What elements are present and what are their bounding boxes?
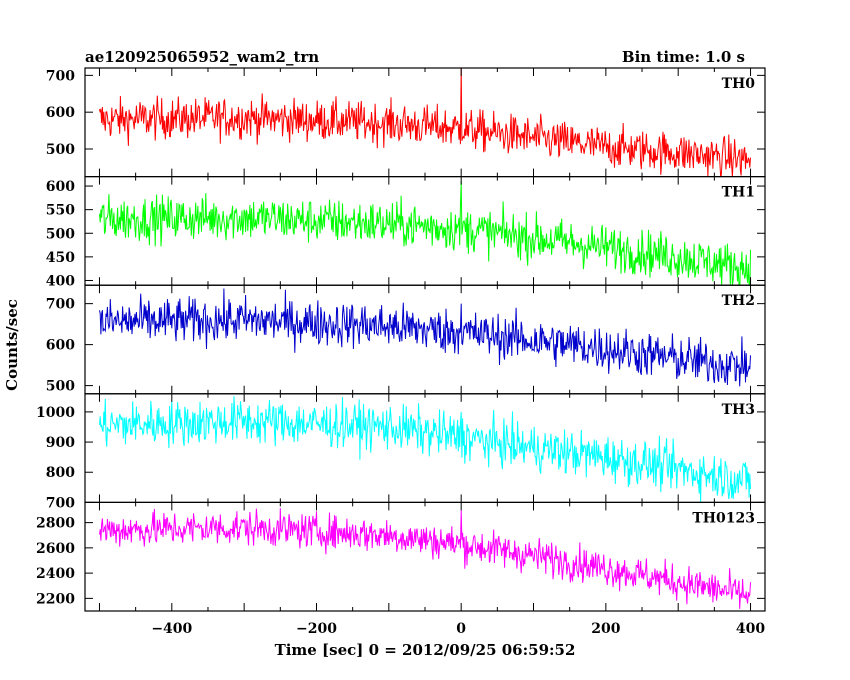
panel-frame-th1 <box>84 176 766 286</box>
y-tick-label: 600 <box>46 338 75 354</box>
y-tick-label: 400 <box>46 273 75 289</box>
x-tick-label: 200 <box>591 621 620 637</box>
y-tick-label: 500 <box>46 226 75 242</box>
y-tick-label: 700 <box>46 495 75 511</box>
panel-frame-th2 <box>84 284 766 395</box>
panel-frame-th0123 <box>84 501 766 612</box>
bin-time-label: Bin time: 1.0 s <box>622 48 745 66</box>
series-line-th2 <box>99 288 751 387</box>
y-tick-label: 450 <box>46 250 75 266</box>
x-tick-label: 0 <box>456 621 466 637</box>
series-line-th3 <box>99 396 751 503</box>
x-tick-label: −200 <box>296 621 337 637</box>
y-tick-label: 2600 <box>36 541 75 557</box>
y-tick-label: 900 <box>46 435 75 451</box>
y-tick-label: 2800 <box>36 516 75 532</box>
series-line-th1 <box>99 181 751 286</box>
y-tick-label: 700 <box>46 68 75 84</box>
panel-label-th3: TH3 <box>722 402 755 418</box>
panel-label-th0123: TH0123 <box>692 510 755 526</box>
panels-group: TH0 500 600 700 TH1 400 450 500 550 600 TH2 500 600 7… <box>36 67 766 637</box>
y-tick-label: 550 <box>46 203 75 219</box>
y-tick-label: 500 <box>46 379 75 395</box>
x-tick-label: 400 <box>736 621 765 637</box>
panel-frame-th3 <box>84 393 766 503</box>
panel-label-th0: TH0 <box>722 76 756 92</box>
y-axis-label: Counts/sec <box>3 299 21 391</box>
x-tick-label: −400 <box>151 621 192 637</box>
y-tick-label: 600 <box>46 179 75 195</box>
chart-title: ae120925065952_wam2_trn <box>85 48 319 66</box>
y-tick-label: 800 <box>46 465 75 481</box>
panel-label-th1: TH1 <box>722 185 755 201</box>
series-line-th0 <box>99 68 751 177</box>
y-tick-label: 2400 <box>36 566 75 582</box>
y-tick-label: 700 <box>46 297 75 313</box>
y-tick-label: 500 <box>46 142 75 158</box>
panel-label-th2: TH2 <box>722 293 755 309</box>
y-tick-label: 1000 <box>36 405 75 421</box>
x-axis-label: Time [sec] 0 = 2012/09/25 06:59:52 <box>275 641 576 659</box>
y-tick-label: 2200 <box>36 591 75 607</box>
y-tick-label: 600 <box>46 105 75 121</box>
series-line-th0123 <box>99 508 751 609</box>
